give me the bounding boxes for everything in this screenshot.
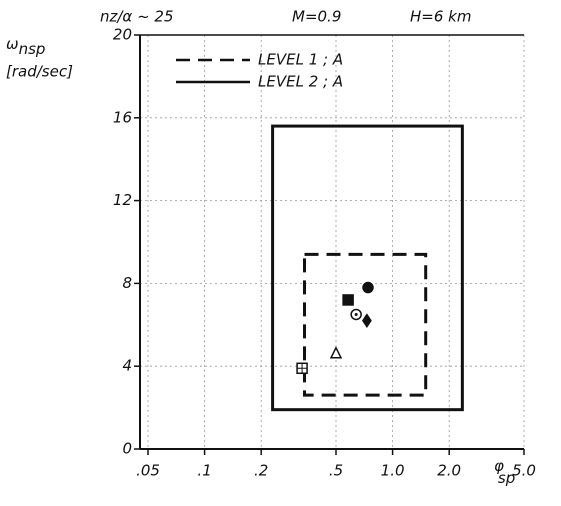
x-tick-label: 5.0 — [512, 462, 536, 480]
y-axis-unit: [rad/sec] — [6, 63, 73, 81]
y-tick-label: 4 — [122, 357, 132, 375]
title-part: nz/α ~ 25 — [100, 8, 174, 26]
x-label-subscript: sp — [498, 469, 515, 487]
x-tick-label: .2 — [254, 462, 268, 480]
y-label-symbol: ω — [6, 35, 19, 53]
point-dot — [354, 312, 358, 316]
title-part: H=6 km — [410, 8, 471, 26]
title-part: M=0.9 — [292, 8, 341, 26]
x-tick-label: 1.0 — [381, 462, 405, 480]
x-tick-label: 2.0 — [437, 462, 461, 480]
boundary — [271, 124, 464, 412]
x-axis-label: φ sp — [494, 457, 515, 487]
legend-label: LEVEL 2 ; A — [258, 73, 343, 91]
x-tick-label: .5 — [329, 462, 343, 480]
y-tick-label: 8 — [122, 274, 132, 292]
y-label-subscript: nsp — [19, 40, 46, 58]
x-tick-label: .1 — [197, 462, 211, 480]
legend-label: LEVEL 1 ; A — [258, 51, 343, 69]
y-axis-label: ωnsp — [6, 35, 45, 58]
boundary — [303, 252, 428, 397]
y-tick-label: 20 — [113, 26, 132, 44]
point — [361, 313, 372, 329]
y-tick-label: 16 — [113, 108, 132, 126]
y-tick-label: 12 — [113, 191, 132, 209]
y-tick-label: 0 — [122, 440, 132, 458]
x-label-symbol: φ — [494, 457, 504, 475]
x-tick-label: .05 — [136, 462, 160, 480]
point-cross — [297, 363, 308, 374]
point — [342, 294, 354, 306]
point — [362, 281, 374, 294]
point — [329, 346, 343, 359]
